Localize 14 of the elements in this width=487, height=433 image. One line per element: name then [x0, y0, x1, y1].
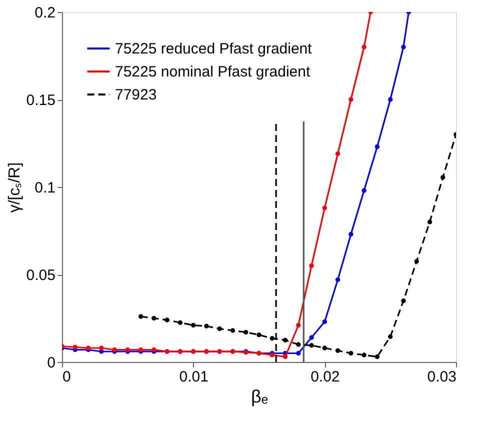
- x-tick-label: 0.01: [179, 368, 208, 386]
- y-tick-label: 0: [47, 354, 56, 372]
- x-tick-label: 0.02: [310, 368, 340, 386]
- y-tick-label: 0.2: [34, 4, 56, 22]
- legend-label: 75225 nominal Pfast gradient: [115, 64, 311, 80]
- legend-label: 75225 reduced Pfast gradient: [115, 40, 313, 58]
- x-axis-title: βₑ: [250, 386, 268, 406]
- y-tick-label: 0.15: [26, 92, 56, 109]
- x-tick-label: 0.03: [427, 368, 456, 386]
- y-axis-title: γ/[cₛ/R]: [6, 162, 24, 213]
- y-tick-label: 0.1: [34, 180, 56, 196]
- y-tick-label: 0.05: [26, 267, 56, 284]
- legend-label: 77923: [115, 86, 157, 104]
- x-tick-label: 0: [62, 368, 71, 386]
